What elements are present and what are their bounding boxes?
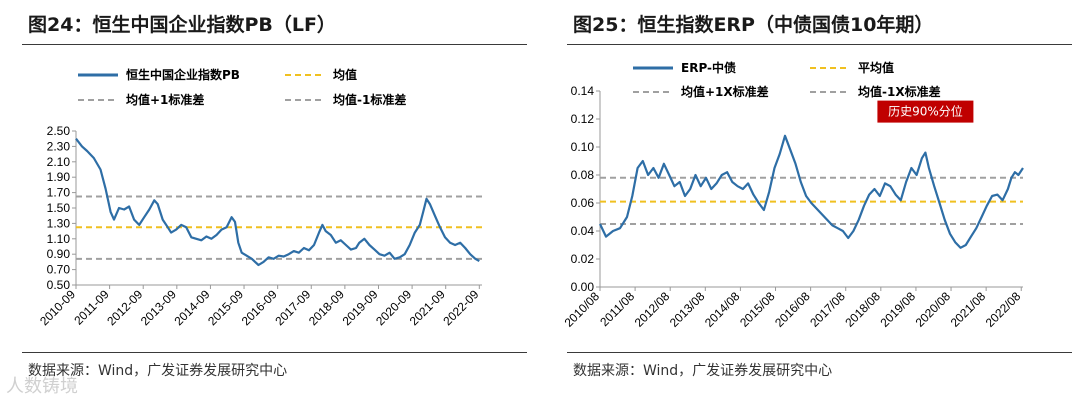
y-tick-label: 1.50	[47, 201, 71, 215]
bottom-rule	[567, 352, 1072, 353]
chart-panel-pb: 图24：恒生中国企业指数PB（LF） 0.50 0.70 0.90 1.10 1.30 1…	[0, 0, 535, 403]
figure-title: 图25：恒生指数ERP（中债国债10年期）	[573, 14, 934, 36]
y-tick-label: 0.02	[571, 252, 595, 266]
source-note: 数据来源：Wind，广发证券发展研究中心	[573, 363, 833, 379]
x-tick-label: 2017/08	[807, 289, 848, 330]
y-tick-label: 0.10	[571, 140, 595, 154]
x-tick-label: 2018/08	[842, 289, 883, 330]
y-tick-label: 0.70	[47, 263, 71, 277]
y-tick-label: 2.30	[47, 139, 71, 153]
y-tick-label: 2.10	[47, 155, 71, 169]
y-tick-label: 1.90	[47, 170, 71, 184]
x-tick-label: 2014/08	[702, 289, 743, 330]
title-rule	[22, 44, 527, 45]
x-tick-label: 2013-09	[138, 287, 179, 328]
y-tick-label: 0.08	[571, 168, 595, 182]
y-tick-label: 2.50	[47, 124, 71, 138]
x-tick-label: 2011/08	[597, 289, 637, 329]
title-rule	[567, 44, 1072, 45]
watermark: 人数铸境	[6, 376, 78, 397]
annotation-box	[877, 100, 974, 123]
x-tick-label: 2017-09	[272, 287, 313, 328]
y-tick-label: 1.30	[47, 216, 71, 230]
chart-panel-erp: 图25：恒生指数ERP（中债国债10年期） 0.00 0.02 0.04 0.06 0.…	[545, 0, 1080, 403]
x-tick-label: 2018-09	[306, 287, 347, 328]
x-tick-label: 2010-09	[37, 287, 78, 328]
legend-label: 均值	[333, 67, 357, 82]
y-tick-label: 0.14	[571, 84, 595, 98]
x-tick-label: 2019/08	[877, 289, 918, 330]
pb-chart: 0.500.70 0.901.10 1.301.501.70 1.902.10 2.30…	[37, 67, 482, 328]
series-line	[599, 134, 1024, 249]
legend-label: 均值-1标准差	[333, 92, 406, 107]
source-note: 数据来源：Wind，广发证券发展研究中心	[28, 363, 288, 379]
legend-label: 均值+1X标准差	[681, 84, 769, 99]
annotation-label: 历史90%分位	[888, 104, 963, 119]
legend-label: 均值+1标准差	[126, 92, 204, 107]
y-tick-label: 1.10	[47, 232, 71, 246]
x-tick-label: 2016-09	[239, 287, 280, 328]
y-tick-label: 0.50	[47, 278, 71, 292]
y-tick-label: 0.12	[571, 112, 595, 126]
x-tick-label: 2020/08	[913, 289, 954, 330]
erp-chart: 0.000.020.040.060.080.100.120.142010/082…	[562, 60, 1024, 330]
x-tick-label: 2021/08	[948, 289, 989, 330]
x-tick-label: 2012-09	[104, 287, 145, 328]
legend-label: ERP-中债	[681, 60, 736, 75]
figure-title: 图24：恒生中国企业指数PB（LF）	[28, 14, 336, 36]
x-tick-label: 2021-09	[407, 287, 448, 328]
y-tick-label: 0.00	[571, 280, 595, 294]
y-tick-label: 0.04	[571, 224, 595, 238]
y-tick-label: 0.90	[47, 247, 71, 261]
x-tick-label: 2014-09	[172, 287, 213, 328]
x-tick-label: 2015-09	[205, 287, 246, 328]
x-tick-label: 2022/08	[983, 289, 1024, 330]
legend-label: 恒生中国企业指数PB	[126, 67, 240, 82]
bottom-rule	[22, 352, 527, 353]
y-tick-label: 1.70	[47, 186, 71, 200]
x-tick-label: 2022-09	[440, 287, 481, 328]
x-tick-label: 2013/08	[667, 289, 708, 330]
series-line	[75, 138, 480, 267]
x-tick-label: 2010/08	[562, 289, 603, 330]
y-tick-label: 0.06	[571, 196, 595, 210]
legend-label: 平均值	[858, 60, 894, 75]
x-tick-label: 2016/08	[772, 289, 813, 330]
x-tick-label: 2019-09	[340, 287, 381, 328]
x-tick-label: 2012/08	[632, 289, 673, 330]
x-tick-label: 2011-09	[71, 287, 112, 328]
x-tick-label: 2015/08	[737, 289, 778, 330]
x-tick-label: 2020-09	[373, 287, 414, 328]
legend-label: 均值-1X标准差	[858, 84, 941, 99]
